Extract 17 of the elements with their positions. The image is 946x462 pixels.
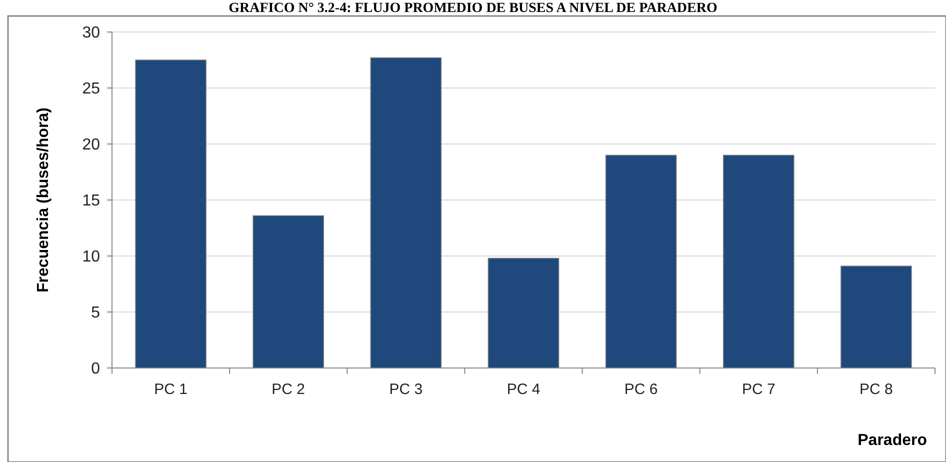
chart-title: GRAFICO N° 3.2-4: FLUJO PROMEDIO DE BUSES A NIVEL DE PARADERO [228,1,718,16]
x-tick-label: PC 8 [860,381,893,398]
x-tick-label: PC 1 [154,381,188,398]
x-tick-label: PC 6 [624,381,658,398]
x-axis-title: Paradero [858,432,928,449]
y-tick-label: 15 [82,192,100,210]
y-tick-label: 30 [82,24,100,42]
y-tick-label: 5 [91,304,100,322]
y-tick-label: 10 [82,248,100,266]
y-tick-label: 25 [82,80,100,98]
x-tick-label: PC 7 [742,381,776,398]
x-tick-label: PC 2 [272,381,306,398]
x-tick-label: PC 4 [506,381,540,398]
y-tick-label: 0 [91,360,100,378]
y-axis-title: Frecuencia (buses/hora) [35,108,52,292]
y-tick-label: 20 [82,136,100,154]
x-tick-label: PC 3 [389,381,423,398]
